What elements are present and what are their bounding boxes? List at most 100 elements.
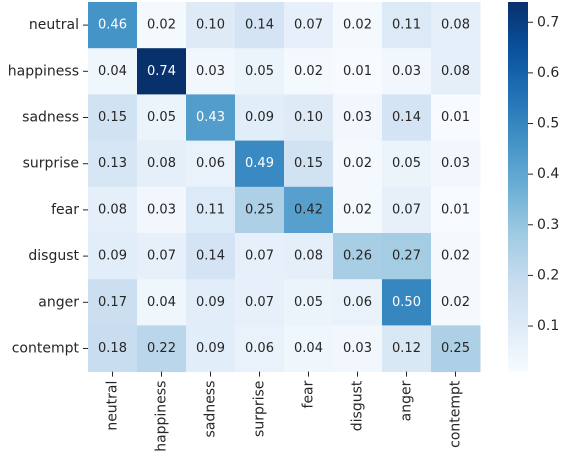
- cell-value-label: 0.13: [98, 156, 127, 171]
- cell-value-label: 0.09: [98, 249, 127, 264]
- heatmap-cell-happiness-neutral: [88, 48, 138, 95]
- cell-value-label: 0.02: [343, 18, 372, 33]
- cell-value-label: 0.11: [392, 18, 421, 33]
- cell-value-label: 0.01: [441, 202, 470, 217]
- heatmap-cell-anger-neutral: [88, 279, 138, 326]
- cell-value-label: 0.07: [392, 202, 421, 217]
- y-tick-label: anger: [38, 294, 79, 310]
- y-tick-label: neutral: [29, 17, 79, 33]
- heatmap-cell-happiness-surprise: [235, 48, 285, 95]
- colorbar-tick-label: 0.1: [537, 318, 559, 334]
- heatmap-cell-fear-happiness: [137, 186, 187, 234]
- heatmap-cell-anger-disgust: [333, 279, 383, 326]
- cell-value-label: 0.27: [392, 249, 421, 264]
- cell-value-label: 0.08: [441, 64, 470, 79]
- cell-value-label: 0.06: [343, 295, 372, 310]
- heatmap-cell-neutral-neutral: [88, 2, 138, 49]
- heatmap-cell-neutral-surprise: [235, 2, 285, 49]
- colorbar-tick-label: 0.5: [537, 116, 559, 132]
- heatmap-cell-fear-sadness: [186, 186, 236, 234]
- y-tick-label: happiness: [8, 63, 79, 79]
- cell-value-label: 0.07: [245, 295, 274, 310]
- colorbar-tick-label: 0.6: [537, 65, 559, 81]
- x-tick-label: sadness: [203, 381, 219, 438]
- cell-value-label: 0.11: [196, 202, 225, 217]
- cell-value-label: 0.02: [343, 156, 372, 171]
- x-tick-label: surprise: [252, 381, 268, 437]
- cell-value-label: 0.09: [245, 110, 274, 125]
- heatmap-cell-anger-fear: [284, 279, 334, 326]
- heatmap-cell-contempt-anger: [382, 325, 432, 373]
- cell-value-label: 0.22: [147, 341, 176, 356]
- cell-value-label: 0.43: [196, 110, 225, 125]
- cell-value-label: 0.02: [441, 249, 470, 264]
- cell-value-label: 0.02: [343, 202, 372, 217]
- heatmap-cell-neutral-disgust: [333, 2, 383, 49]
- heatmap-cell-disgust-happiness: [137, 233, 187, 280]
- cell-value-label: 0.04: [294, 341, 323, 356]
- heatmap-cell-surprise-surprise: [235, 140, 285, 188]
- x-tick-label: happiness: [154, 381, 170, 452]
- heatmap-cell-disgust-sadness: [186, 233, 236, 280]
- heatmap-cell-sadness-sadness: [186, 94, 236, 142]
- heatmap-cell-neutral-fear: [284, 2, 334, 49]
- heatmap-cell-anger-surprise: [235, 279, 285, 326]
- cell-value-label: 0.26: [343, 249, 372, 264]
- cell-value-label: 0.25: [245, 202, 274, 217]
- cell-value-label: 0.04: [147, 295, 176, 310]
- cell-value-label: 0.07: [294, 18, 323, 33]
- heatmap-cell-anger-anger: [382, 279, 432, 326]
- heatmap-cell-neutral-sadness: [186, 2, 236, 49]
- cell-value-label: 0.05: [245, 64, 274, 79]
- cell-value-label: 0.46: [98, 18, 127, 33]
- heatmap-cell-sadness-fear: [284, 94, 334, 142]
- colorbar: 0.1 0.2 0.3 0.4 0.5 0.6 0.7: [508, 2, 559, 372]
- cell-value-label: 0.03: [196, 64, 225, 79]
- cell-value-label: 0.14: [196, 249, 225, 264]
- colorbar-tick-label: 0.7: [537, 14, 559, 30]
- heatmap-cell-happiness-contempt: [431, 48, 481, 95]
- x-tick-label: neutral: [105, 381, 121, 431]
- cell-value-label: 0.10: [294, 110, 323, 125]
- heatmap-cell-disgust-neutral: [88, 233, 138, 280]
- cell-value-label: 0.04: [98, 64, 127, 79]
- cell-value-label: 0.06: [196, 156, 225, 171]
- colorbar-tick-label: 0.2: [537, 267, 559, 283]
- cell-value-label: 0.18: [98, 341, 127, 356]
- cell-value-label: 0.02: [147, 18, 176, 33]
- heatmap-cell-sadness-happiness: [137, 94, 187, 142]
- heatmap-cell-surprise-disgust: [333, 140, 383, 188]
- colorbar-tick-label: 0.3: [537, 217, 559, 233]
- cell-value-label: 0.42: [294, 202, 323, 217]
- heatmap-cell-surprise-anger: [382, 140, 432, 188]
- heatmap-cell-disgust-contempt: [431, 233, 481, 280]
- cell-value-label: 0.06: [245, 341, 274, 356]
- cell-value-label: 0.07: [245, 249, 274, 264]
- heatmap-cell-sadness-anger: [382, 94, 432, 142]
- colorbar-tick-label: 0.4: [537, 166, 559, 182]
- cell-value-label: 0.12: [392, 341, 421, 356]
- cell-value-label: 0.03: [147, 202, 176, 217]
- cell-value-label: 0.08: [441, 18, 470, 33]
- heatmap-cell-sadness-contempt: [431, 94, 481, 142]
- heatmap-cells: 0.46 0.02 0.10 0.14 0.07 0.02 0.11 0.08 0.04 0.74…: [88, 2, 481, 373]
- heatmap-cell-sadness-surprise: [235, 94, 285, 142]
- cell-value-label: 0.03: [343, 110, 372, 125]
- heatmap-cell-contempt-sadness: [186, 325, 236, 373]
- heatmap-cell-happiness-fear: [284, 48, 334, 95]
- heatmap-cell-sadness-disgust: [333, 94, 383, 142]
- heatmap-cell-fear-anger: [382, 186, 432, 234]
- cell-value-label: 0.07: [147, 249, 176, 264]
- heatmap-cell-surprise-sadness: [186, 140, 236, 188]
- cell-value-label: 0.09: [196, 295, 225, 310]
- heatmap-cell-contempt-contempt: [431, 325, 481, 373]
- heatmap-cell-contempt-happiness: [137, 325, 187, 373]
- heatmap-cell-contempt-disgust: [333, 325, 383, 373]
- heatmap-cell-neutral-contempt: [431, 2, 481, 49]
- cell-value-label: 0.10: [196, 18, 225, 33]
- cell-value-label: 0.01: [343, 64, 372, 79]
- heatmap-cell-surprise-fear: [284, 140, 334, 188]
- heatmap-cell-disgust-surprise: [235, 233, 285, 280]
- y-tick-label: disgust: [28, 248, 79, 264]
